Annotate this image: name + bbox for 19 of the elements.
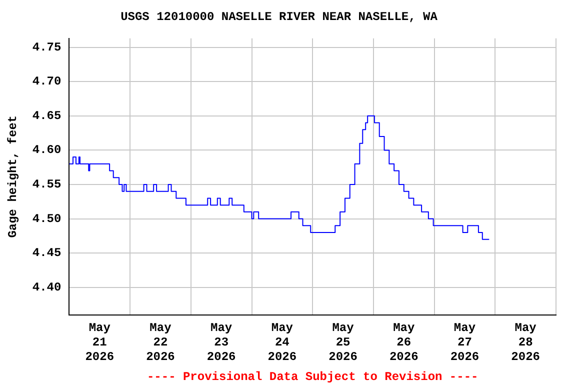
- x-tick-label: May 25 2026: [328, 321, 358, 364]
- x-tick-label: May 26 2026: [389, 321, 418, 364]
- x-tick-label: May 27 2026: [450, 321, 480, 364]
- chart-title: USGS 12010000 NASELLE RIVER NEAR NASELLE, WA: [120, 10, 438, 24]
- x-tick-label: May 22 2026: [146, 321, 175, 364]
- y-tick-label: 4.55: [32, 178, 62, 192]
- y-tick-label: 4.75: [32, 40, 62, 54]
- text: ---- Provisional Data Subject to Revision ----: [146, 370, 478, 384]
- y-tick-label: 4.45: [32, 246, 62, 260]
- y-tick-label: 4.65: [32, 108, 62, 123]
- y-axis-title: Gage height, feet: [6, 115, 20, 238]
- x-tick-label: May 24 2026: [268, 321, 297, 364]
- x-tick-label: May 21 2026: [85, 321, 114, 364]
- y-tick-label: 4.70: [32, 74, 62, 89]
- y-tick-label: 4.60: [32, 143, 62, 158]
- x-tick-label: May 23 2026: [206, 321, 236, 364]
- y-tick-label: 4.40: [32, 280, 62, 294]
- x-tick-label: May 28 2026: [511, 321, 540, 364]
- y-tick-label: 4.50: [32, 212, 62, 226]
